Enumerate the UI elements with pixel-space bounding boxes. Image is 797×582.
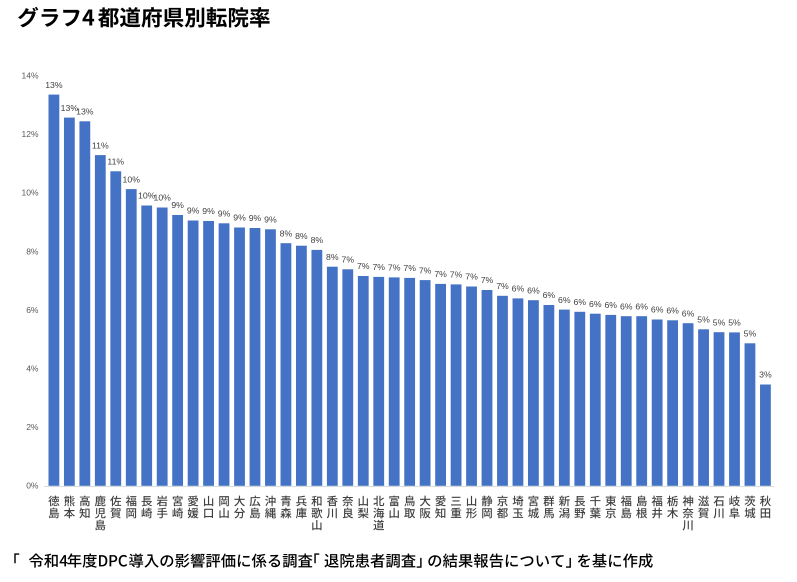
svg-text:9%: 9% bbox=[202, 206, 215, 216]
svg-text:11%: 11% bbox=[92, 140, 109, 150]
svg-text:9%: 9% bbox=[249, 213, 262, 223]
svg-text:5%: 5% bbox=[728, 318, 741, 328]
svg-text:8%: 8% bbox=[326, 252, 339, 262]
svg-text:9%: 9% bbox=[171, 200, 184, 210]
svg-text:7%: 7% bbox=[388, 263, 401, 273]
svg-text:5%: 5% bbox=[713, 317, 726, 327]
svg-text:6%: 6% bbox=[512, 284, 525, 294]
svg-text:7%: 7% bbox=[372, 262, 385, 272]
svg-text:6%: 6% bbox=[604, 300, 617, 310]
svg-text:0%: 0% bbox=[26, 481, 39, 491]
svg-text:6%: 6% bbox=[527, 285, 540, 295]
svg-text:6%: 6% bbox=[543, 290, 556, 300]
svg-text:8%: 8% bbox=[280, 228, 293, 238]
svg-text:5%: 5% bbox=[744, 329, 757, 339]
svg-text:10%: 10% bbox=[123, 174, 141, 184]
svg-text:9%: 9% bbox=[187, 206, 200, 216]
svg-text:7%: 7% bbox=[481, 275, 494, 285]
svg-text:11%: 11% bbox=[107, 157, 124, 167]
svg-text:7%: 7% bbox=[419, 265, 432, 275]
svg-text:6%: 6% bbox=[666, 306, 679, 316]
svg-text:10%: 10% bbox=[153, 193, 171, 203]
svg-text:5%: 5% bbox=[697, 315, 710, 325]
svg-text:6%: 6% bbox=[589, 299, 602, 309]
svg-text:9%: 9% bbox=[218, 209, 231, 219]
svg-text:8%: 8% bbox=[295, 231, 308, 241]
svg-text:10%: 10% bbox=[138, 191, 156, 201]
svg-text:7%: 7% bbox=[496, 281, 509, 291]
svg-text:7%: 7% bbox=[357, 261, 370, 271]
svg-text:6%: 6% bbox=[682, 308, 695, 318]
svg-text:13%: 13% bbox=[45, 80, 63, 90]
svg-text:6%: 6% bbox=[635, 301, 648, 311]
svg-text:9%: 9% bbox=[264, 215, 277, 225]
svg-text:4%: 4% bbox=[26, 363, 39, 373]
svg-text:6%: 6% bbox=[574, 297, 587, 307]
svg-text:7%: 7% bbox=[434, 269, 447, 279]
svg-text:7%: 7% bbox=[465, 272, 478, 282]
svg-text:6%: 6% bbox=[651, 305, 664, 315]
svg-text:9%: 9% bbox=[233, 213, 246, 223]
svg-text:6%: 6% bbox=[620, 301, 633, 311]
svg-text:7%: 7% bbox=[342, 255, 355, 265]
svg-text:6%: 6% bbox=[26, 305, 39, 315]
svg-text:13%: 13% bbox=[76, 107, 94, 117]
svg-text:12%: 12% bbox=[21, 129, 38, 139]
svg-text:10%: 10% bbox=[21, 188, 38, 198]
svg-text:13%: 13% bbox=[61, 103, 79, 113]
svg-text:14%: 14% bbox=[21, 71, 38, 81]
svg-text:2%: 2% bbox=[26, 422, 39, 432]
svg-text:8%: 8% bbox=[311, 235, 324, 245]
svg-text:7%: 7% bbox=[450, 270, 463, 280]
svg-text:7%: 7% bbox=[403, 263, 416, 273]
svg-text:6%: 6% bbox=[558, 295, 571, 305]
svg-text:3%: 3% bbox=[759, 370, 772, 380]
svg-text:8%: 8% bbox=[26, 246, 39, 256]
